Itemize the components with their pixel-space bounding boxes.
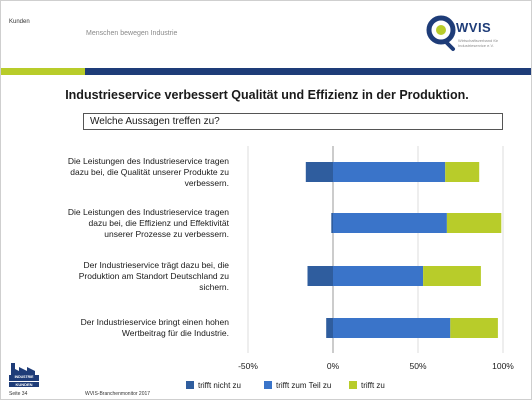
page-number: Seite 34 <box>9 391 28 397</box>
x-tick-label: 100% <box>492 361 514 371</box>
industrie-kunden-badge: INDUSTRIE KUNDEN <box>9 353 39 392</box>
legend-item: trifft zum Teil zu <box>264 381 331 390</box>
statement-line: dazu bei, die Effizienz und Effektivität <box>88 217 230 228</box>
legend-label: trifft zu <box>361 381 385 390</box>
statement-label: Der Industrieservice trägt dazu bei, die… <box>1 259 229 293</box>
legend-swatch <box>186 381 194 389</box>
bar-trifft-nicht-zu <box>331 213 333 233</box>
badge-bottom-text: KUNDEN <box>15 382 33 387</box>
legend-swatch <box>264 381 272 389</box>
question-box: Welche Aussagen treffen zu? <box>83 113 503 130</box>
legend-label: trifft nicht zu <box>198 381 241 390</box>
bar-trifft-zum-teil-zu <box>333 318 451 338</box>
statement-line: sichern. <box>199 281 229 292</box>
bar-trifft-zum-teil-zu <box>333 266 424 286</box>
bar-trifft-zum-teil-zu <box>333 162 446 182</box>
wvis-logo: WVIS Wirtschaftsverband für Industrieser… <box>425 13 525 55</box>
legend-item: trifft nicht zu <box>186 381 241 390</box>
bar-trifft-zu <box>446 213 502 233</box>
statement-line: unserer Prozesse zu verbessern. <box>104 228 229 239</box>
factory-icon <box>9 363 39 387</box>
logo-word: WVIS <box>456 20 492 35</box>
statement-line: Die Leistungen des Industrieservice trag… <box>67 206 229 217</box>
legend-swatch <box>349 381 357 389</box>
x-tick-label: 0% <box>327 361 340 371</box>
statement-line: verbessern. <box>184 177 229 188</box>
bar-trifft-zum-teil-zu <box>333 213 447 233</box>
x-tick-label: 50% <box>409 361 426 371</box>
bar-trifft-nicht-zu <box>326 318 333 338</box>
statement-label: Die Leistungen des Industrieservice trag… <box>1 155 229 189</box>
statement-line: Der Industrieservice trägt dazu bei, die <box>83 259 229 270</box>
bar-trifft-zu <box>423 266 481 286</box>
legend-label: trifft zum Teil zu <box>276 381 332 390</box>
tagline: Menschen bewegen Industrie <box>86 30 178 37</box>
source-note: WVIS-Branchenmonitor 2017 <box>85 391 151 397</box>
logo-swirl-icon <box>426 15 456 51</box>
bar-trifft-nicht-zu <box>307 266 333 286</box>
logo-subtext: Wirtschaftsverband für Industrieservice … <box>458 38 499 48</box>
statement-line: Der Industrieservice bringt einen hohen <box>80 317 229 327</box>
bar-trifft-zu <box>450 318 498 338</box>
statement-line: Wertbeitrag für die Industrie. <box>121 328 229 338</box>
legend-item: trifft zu <box>349 381 385 390</box>
badge-top-text: INDUSTRIE <box>14 375 34 379</box>
accent-bar-green <box>1 68 85 75</box>
bar-trifft-zu <box>445 162 480 182</box>
slide-headline: Industrieservice verbessert Qualität und… <box>65 88 469 102</box>
statement-line: Die Leistungen des Industrieservice trag… <box>67 155 229 166</box>
statement-label: Der Industrieservice bringt einen hohen W… <box>1 317 229 339</box>
bar-trifft-nicht-zu <box>305 162 333 182</box>
section-label: Kunden <box>9 19 30 25</box>
statement-line: Produktion am Standort Deutschland zu <box>78 270 229 281</box>
statement-line: dazu bei, die Qualität unserer Produkte … <box>70 166 229 177</box>
x-tick-label: -50% <box>238 361 258 371</box>
statement-label: Die Leistungen des Industrieservice trag… <box>1 206 230 240</box>
accent-bar-navy <box>85 68 531 75</box>
